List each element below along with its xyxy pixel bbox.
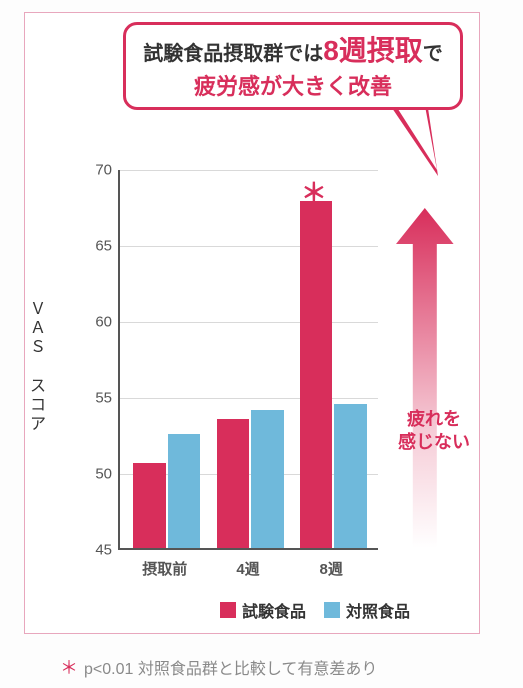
legend-label: 対照食品 <box>346 598 410 622</box>
callout-em: 8週摂取 <box>323 35 423 66</box>
bar <box>251 410 284 548</box>
xtick-label: 摂取前 <box>142 558 187 579</box>
callout-line1: 試験食品摂取群では8週摂取で <box>143 30 443 72</box>
footnote-text: p<0.01 対照食品群と比較して有意差あり <box>84 655 377 679</box>
up-arrow <box>396 208 454 548</box>
gridline <box>120 170 378 171</box>
y-axis-label: Ｖ Ａ Ｓ ス コ ア <box>30 300 46 434</box>
footnote-mark: ＊ <box>60 654 78 680</box>
legend-label: 試験食品 <box>242 598 306 622</box>
arrow-note-l2: 感じない <box>398 432 470 452</box>
gridline <box>120 398 378 399</box>
ytick-label: 65 <box>88 238 112 255</box>
ytick-label: 60 <box>88 314 112 331</box>
callout-line2: 疲労感が大きく改善 <box>194 72 392 103</box>
legend-swatch <box>220 602 236 618</box>
legend: 試験食品 対照食品 <box>220 598 410 622</box>
ytick-label: 50 <box>88 466 112 483</box>
gridline <box>120 246 378 247</box>
legend-item: 試験食品 <box>220 598 306 622</box>
bar <box>334 404 367 548</box>
ytick-label: 55 <box>88 390 112 407</box>
xtick-label: 4週 <box>236 558 259 579</box>
bar <box>133 463 166 548</box>
callout-line1-b: で <box>423 43 443 65</box>
legend-swatch <box>324 602 340 618</box>
bar <box>217 419 250 548</box>
bar <box>300 201 333 548</box>
gridline <box>120 322 378 323</box>
plot-area <box>118 170 378 550</box>
callout-box: 試験食品摂取群では8週摂取で 疲労感が大きく改善 <box>123 22 463 110</box>
significance-marker: ＊ <box>301 173 327 210</box>
arrow-note: 疲れを 感じない <box>398 408 470 455</box>
legend-item: 対照食品 <box>324 598 410 622</box>
bar <box>168 434 201 548</box>
callout-line1-a: 試験食品摂取群では <box>143 43 323 65</box>
ytick-label: 70 <box>88 162 112 179</box>
arrow-note-l1: 疲れを <box>407 409 461 429</box>
ytick-label: 45 <box>88 542 112 559</box>
footnote: ＊ p<0.01 対照食品群と比較して有意差あり <box>60 654 377 680</box>
xtick-label: 8週 <box>320 558 343 579</box>
